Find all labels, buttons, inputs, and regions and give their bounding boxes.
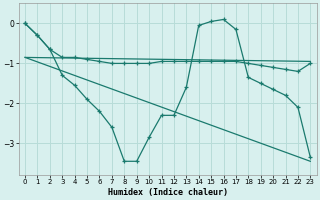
- X-axis label: Humidex (Indice chaleur): Humidex (Indice chaleur): [108, 188, 228, 197]
